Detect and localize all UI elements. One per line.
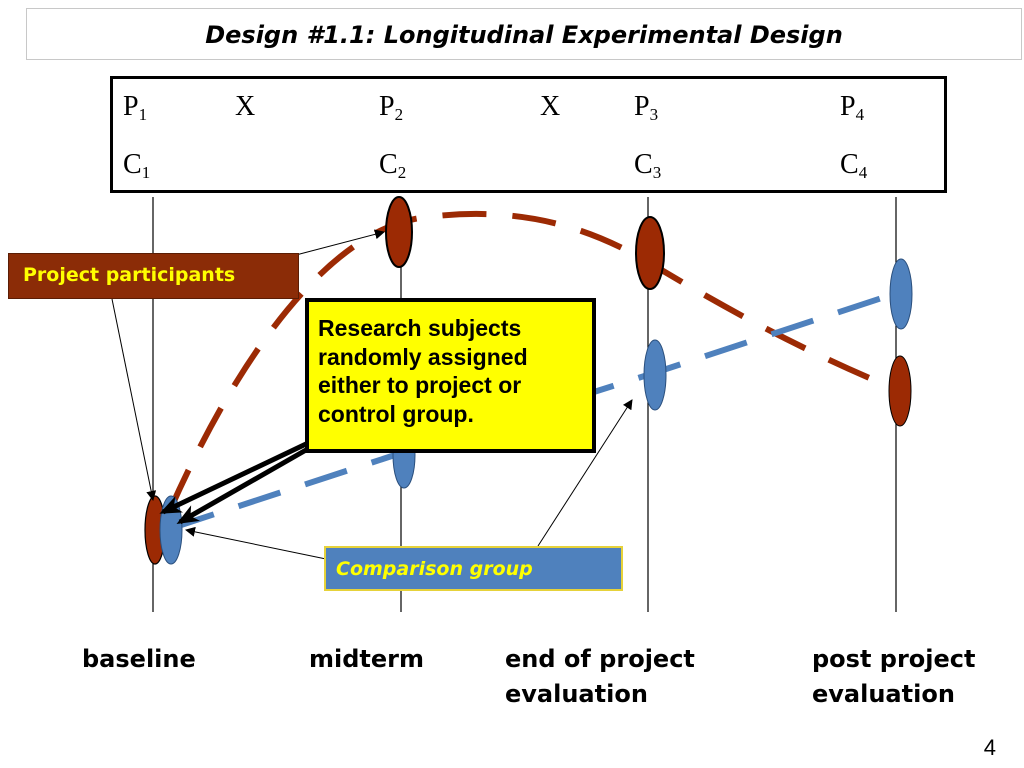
- timepoint-midterm: midterm: [309, 645, 425, 673]
- slide-title: Design #1.1: Longitudinal Experimental D…: [205, 21, 843, 49]
- timepoint-end-of-project: end of project evaluation: [505, 642, 695, 712]
- timepoint-end-line2: evaluation: [505, 679, 648, 708]
- timepoint-post-line2: evaluation: [812, 679, 955, 708]
- arrow-assignment-project: [159, 441, 308, 515]
- notation-p2: P2: [379, 91, 404, 124]
- arrow-comparison-baseline: [185, 526, 327, 560]
- timepoint-end-line1: end of project: [505, 645, 695, 673]
- arrow-participants-midterm: [295, 229, 385, 256]
- notation-c2: C2: [379, 149, 407, 182]
- notation-c4: C4: [840, 149, 868, 182]
- timepoint-post-project: post project evaluation: [812, 642, 976, 712]
- timepoint-baseline: baseline: [82, 645, 196, 673]
- random-assignment-callout: Research subjects randomly assigned eith…: [305, 298, 596, 453]
- comparison-group-label: Comparison group: [324, 546, 623, 591]
- project-point-post: [888, 355, 912, 427]
- notation-p4: P4: [840, 91, 865, 124]
- project-trend-line: [167, 210, 900, 512]
- project-participants-text: Project participants: [23, 264, 236, 286]
- project-point-midterm: [385, 196, 413, 268]
- project-point-end: [635, 216, 665, 290]
- comparison-point-post: [889, 258, 913, 330]
- notation-c3: C3: [634, 149, 662, 182]
- arrow-assignment-comparison: [176, 447, 308, 525]
- title-box: Design #1.1: Longitudinal Experimental D…: [26, 8, 1022, 60]
- slide-number: 4: [983, 735, 996, 760]
- random-assignment-text: Research subjects randomly assigned eith…: [318, 315, 528, 427]
- notation-c1: C1: [123, 149, 151, 182]
- comparison-group-text: Comparison group: [336, 558, 533, 580]
- notation-x2: X: [540, 91, 561, 122]
- notation-p3: P3: [634, 91, 659, 124]
- notation-p1: P1: [123, 91, 148, 124]
- notation-x1: X: [235, 91, 256, 122]
- arrow-comparison-end: [537, 399, 633, 547]
- comparison-point-end: [643, 339, 667, 411]
- timepoint-post-line1: post project: [812, 645, 976, 673]
- project-participants-label: Project participants: [8, 253, 299, 299]
- notation-table: P1 X P2 X P3 P4 C1 C2 C3 C4: [110, 76, 947, 193]
- arrow-participants-baseline: [111, 298, 157, 501]
